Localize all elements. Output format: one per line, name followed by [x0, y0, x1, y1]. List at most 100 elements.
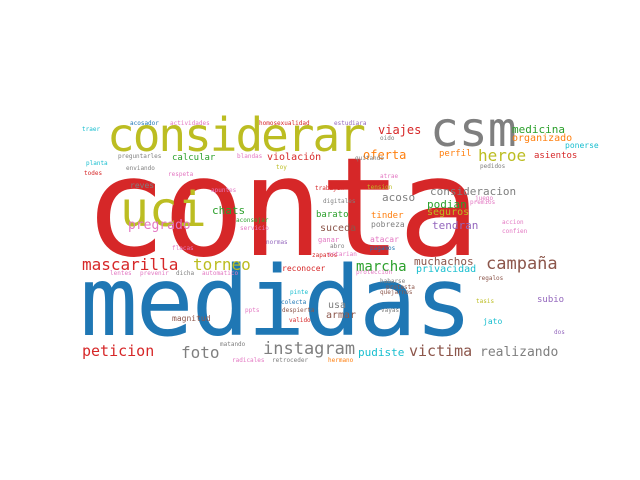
word-blandas: blandas — [237, 153, 263, 160]
word-acoso: acoso — [382, 191, 416, 204]
word-conta: conta — [84, 129, 480, 288]
word-todes: todes — [84, 170, 103, 177]
word-homosexualidad: homosexualidad — [259, 120, 310, 127]
word-digitales: digitales — [323, 198, 356, 205]
word-pregrado: pregrado — [128, 218, 191, 233]
word-armar: armar — [326, 310, 357, 321]
word-retroceder: retroceder — [272, 357, 309, 364]
word-chats: chats — [212, 204, 246, 217]
word-seguros: seguros — [427, 207, 470, 218]
word-atrae: atrae — [380, 173, 399, 180]
word-zapatos: zapatos — [312, 252, 338, 259]
word-privacidad: privacidad — [416, 264, 477, 275]
word-organizado: organizado — [512, 133, 573, 144]
word-reconocer: reconocer — [282, 264, 326, 273]
word-regalos: regalos — [478, 275, 504, 282]
word-respeta: respeta — [168, 171, 194, 178]
word-estudiara: estudiara — [334, 120, 367, 127]
word-acosador: acosador — [130, 120, 159, 127]
word-uci: uci — [120, 182, 207, 238]
word-csm: csm — [430, 102, 517, 158]
word-pagamos: pagamos — [370, 245, 396, 252]
word-suceda: suceda — [320, 223, 357, 234]
word-dicha: dicha — [176, 270, 195, 277]
word-vayas: vayas — [381, 307, 400, 314]
word-peticion: peticion — [82, 342, 155, 360]
word-atacar: atacar — [370, 235, 399, 244]
word-habarse: habarse — [380, 278, 406, 285]
word-despierta: despierta — [282, 307, 315, 314]
word-pinte: pinte — [290, 289, 309, 296]
word-tinder: tinder — [371, 211, 404, 221]
word-perfil: perfil — [439, 149, 472, 159]
word-abro: abro — [330, 243, 345, 250]
word-proteccion: proteccion — [356, 269, 393, 276]
word-confien: confien — [502, 228, 528, 235]
word-marcha: marcha — [356, 259, 407, 275]
word-podian: podian — [427, 198, 467, 211]
word-hermano: hermano — [328, 357, 354, 364]
word-estarian: estarian — [328, 251, 357, 258]
word-apuntes: apuntes — [211, 187, 237, 194]
word-asientos: asientos — [534, 151, 578, 161]
word-violacion: violación — [267, 152, 322, 163]
word-ganar: ganar — [318, 236, 340, 244]
word-viajes: viajes — [378, 123, 422, 137]
word-accion: accion — [502, 219, 524, 226]
word-ponerse: ponerse — [565, 141, 599, 150]
word-medidas: medidas — [80, 246, 473, 358]
word-juego: juego — [475, 195, 494, 202]
word-preguntarles: preguntarles — [118, 153, 162, 160]
word-consideracion: consideracion — [430, 185, 517, 198]
word-pobreza: pobreza — [371, 220, 405, 229]
word-radicales: radicales — [232, 357, 265, 364]
word-matando: matando — [220, 341, 246, 348]
word-tension: tension — [367, 184, 393, 191]
word-ppts: ppts — [245, 307, 260, 314]
word-medicina: medicina — [512, 123, 565, 136]
word-planta: planta — [86, 160, 108, 167]
word-colecta: colecta — [281, 299, 307, 306]
word-enviando: enviando — [126, 165, 155, 172]
word-instagram: instagram — [263, 339, 356, 359]
word-torneo: torneo — [193, 255, 251, 274]
word-calcular: calcular — [172, 153, 216, 163]
word-heroe: heroe — [478, 146, 527, 165]
word-jato: jato — [483, 317, 503, 326]
word-quejarnos: quejarnos — [380, 289, 413, 296]
word-flacas: flacas — [172, 245, 194, 252]
word-oferta: oferta — [363, 148, 407, 162]
word-protesta: protesta — [386, 284, 415, 291]
word-mascarilla: mascarilla — [82, 255, 179, 274]
word-realizando: realizando — [480, 345, 559, 360]
word-automatico: automatico — [202, 270, 239, 277]
word-tasis: tasis — [476, 298, 495, 305]
word-quitando: quitando — [355, 155, 384, 162]
word-barato: barato — [316, 210, 349, 220]
word-trabajen: trabajen — [315, 185, 344, 192]
word-considerar: considerar — [107, 108, 366, 162]
word-magnitud: magnitud — [172, 314, 211, 323]
word-servicio: servicio — [240, 225, 269, 232]
word-valido: valido — [289, 317, 311, 324]
word-muchachos: muchachos — [414, 255, 474, 268]
word-dos: dos — [554, 329, 565, 336]
word-subio: subio — [537, 295, 565, 305]
word-prevenir: prevenir — [140, 270, 169, 277]
word-traer: traer — [82, 126, 101, 133]
word-usa: usa — [328, 300, 347, 311]
word-toy: toy — [276, 164, 287, 171]
word-premios: premios — [470, 199, 496, 206]
word-foto: foto — [181, 343, 220, 362]
word-actividades: actividades — [170, 120, 210, 127]
word-lentes: lentes — [110, 270, 132, 277]
word-oido: oido — [380, 135, 395, 142]
word-pudiste: pudiste — [358, 346, 405, 359]
word-campana: campaña — [486, 254, 558, 274]
word-tendran: tendran — [432, 219, 479, 232]
word-pedidos: pedidos — [480, 163, 506, 170]
word-victima: victima — [409, 342, 473, 360]
word-reves: reves — [130, 181, 155, 190]
word-aconsejar: aconsejar — [236, 217, 269, 224]
